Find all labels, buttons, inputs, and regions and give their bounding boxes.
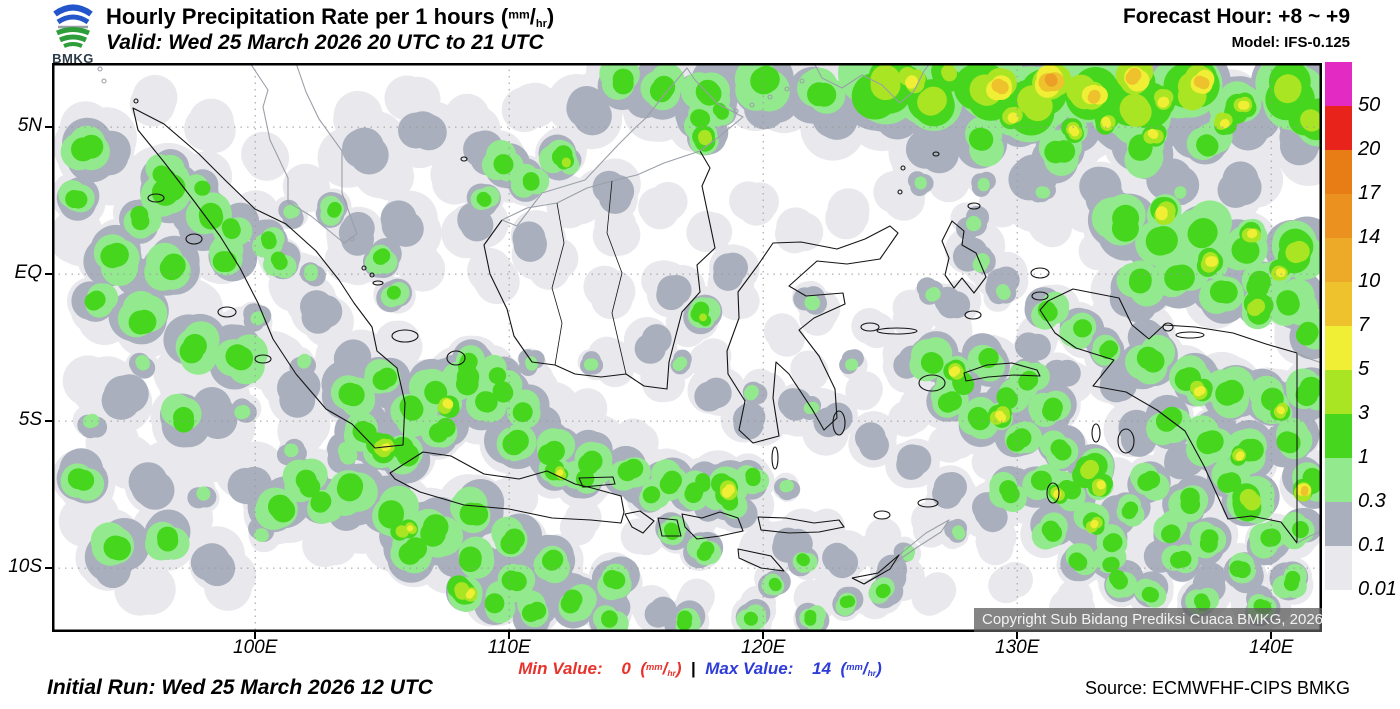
y-axis-tick xyxy=(45,567,52,570)
legend-segment xyxy=(1325,106,1352,150)
minmax-row: Min Value: 0 (mm/hr) | Max Value: 14 (mm… xyxy=(420,659,980,679)
legend-segment xyxy=(1325,282,1352,326)
source: Source: ECMWFHF-CIPS BMKG xyxy=(1084,678,1350,698)
map-canvas: Copyright Sub Bidang Prediksi Cuaca BMKG… xyxy=(52,63,1323,632)
legend-value: 20 xyxy=(1358,138,1381,160)
initial-run: Initial Run: Wed 25 March 2026 12 UTC xyxy=(47,676,433,699)
bmkg-logo-icon xyxy=(53,4,93,48)
copyright-watermark: Copyright Sub Bidang Prediksi Cuaca BMKG… xyxy=(974,608,1323,632)
min-value-label: Min Value: xyxy=(518,659,603,678)
x-axis-tick xyxy=(1016,632,1019,639)
legend-value: 10 xyxy=(1358,270,1381,292)
legend-value: 14 xyxy=(1358,226,1381,248)
legend-segment xyxy=(1325,326,1352,370)
y-axis-label: 10S xyxy=(8,556,42,578)
x-axis-label: 100E xyxy=(233,637,278,658)
x-axis-label: 120E xyxy=(741,637,786,658)
legend-segment xyxy=(1325,194,1352,238)
x-axis-tick xyxy=(1270,632,1273,639)
minmax-separator: | xyxy=(690,659,696,678)
x-axis-tick xyxy=(508,632,511,639)
legend-value: 17 xyxy=(1358,182,1381,204)
y-axis-tick xyxy=(45,126,52,129)
x-axis-label: 130E xyxy=(995,637,1040,658)
legend-segment xyxy=(1325,238,1352,282)
model-name: Model: IFS-0.125 xyxy=(1231,34,1350,51)
x-axis-label: 110E xyxy=(487,637,531,658)
page-title: Hourly Precipitation Rate per 1 hours (m… xyxy=(106,4,555,30)
legend-segment xyxy=(1325,414,1352,458)
bmkg-logo: BMKG xyxy=(44,1,102,66)
min-value: 0 xyxy=(621,659,631,678)
precipitation-map xyxy=(52,63,1322,632)
y-axis-label: 5N xyxy=(17,115,42,137)
x-axis-tick xyxy=(254,632,257,639)
legend-value: 0.1 xyxy=(1358,534,1386,556)
legend-value: 3 xyxy=(1358,402,1370,424)
forecast-hour: Forecast Hour: +8 ~ +9 xyxy=(1122,5,1350,28)
legend-value: 0.01 xyxy=(1358,578,1397,600)
legend-value: 50 xyxy=(1358,94,1381,116)
y-axis-label: 5S xyxy=(18,409,42,431)
x-axis-label: 140E xyxy=(1249,637,1294,658)
min-value-unit: (mm/hr) xyxy=(640,659,682,679)
max-value-unit: (mm/hr) xyxy=(840,659,882,679)
legend-segment xyxy=(1325,62,1352,106)
bmkg-logo-text: BMKG xyxy=(52,51,94,66)
x-axis-tick xyxy=(762,632,765,639)
legend-value: 1 xyxy=(1358,446,1370,468)
valid-time: Valid: Wed 25 March 2026 20 UTC to 21 UT… xyxy=(106,31,544,54)
y-axis-tick xyxy=(45,420,52,423)
legend-value: 0.3 xyxy=(1358,490,1386,512)
legend-value: 5 xyxy=(1358,358,1370,380)
legend-segment xyxy=(1325,458,1352,502)
y-axis-label: EQ xyxy=(14,262,42,284)
legend-segment xyxy=(1325,502,1352,546)
legend-segment xyxy=(1325,370,1352,414)
legend-segment xyxy=(1325,150,1352,194)
max-value-label: Max Value: xyxy=(705,659,794,678)
legend-segment xyxy=(1325,546,1352,590)
y-axis-tick xyxy=(45,273,52,276)
max-value: 14 xyxy=(812,659,832,678)
legend-value: 7 xyxy=(1358,314,1370,336)
